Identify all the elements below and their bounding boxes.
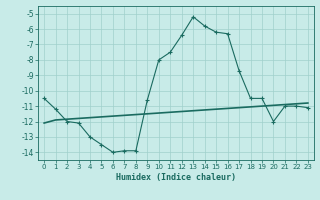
X-axis label: Humidex (Indice chaleur): Humidex (Indice chaleur) [116,173,236,182]
